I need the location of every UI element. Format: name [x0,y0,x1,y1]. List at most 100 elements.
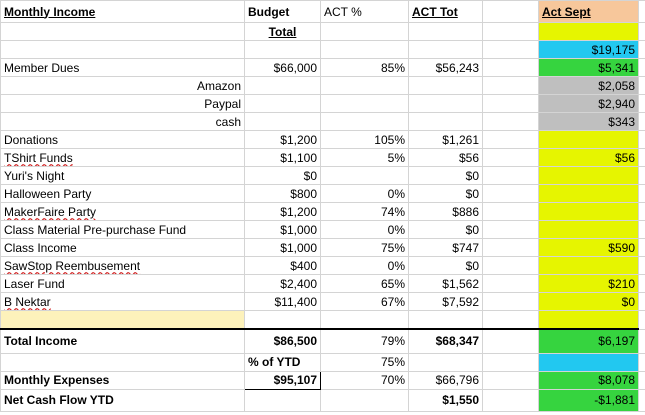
row-act-tot[interactable]: $0 [408,184,483,203]
row-act-pct[interactable]: 105% [320,130,409,149]
row-label[interactable]: B Nektar [0,292,245,311]
row-act-tot[interactable]: $56 [408,148,483,167]
cell-empty[interactable] [408,310,483,330]
cell-empty[interactable] [482,202,539,221]
row-label[interactable]: Donations [0,130,245,149]
cell-empty[interactable] [408,22,483,41]
header-act-pct[interactable]: ACT % [320,0,409,23]
cell-empty[interactable] [638,310,645,330]
cell-empty[interactable] [638,352,645,372]
row-act-pct[interactable]: 5% [320,148,409,167]
cell-empty[interactable] [244,310,321,330]
cell-empty[interactable] [482,292,539,311]
row-act-pct[interactable] [320,112,409,131]
expenses-label[interactable]: Monthly Expenses [0,370,245,390]
cell-empty[interactable] [638,94,645,113]
row-label[interactable]: TShirt Funds [0,148,245,167]
row-budget[interactable]: $1,200 [244,130,321,149]
cell-empty[interactable] [638,22,645,41]
row-budget[interactable]: $66,000 [244,58,321,77]
cell-empty[interactable] [320,388,409,412]
expenses-budget[interactable]: $95,107 [244,370,321,390]
cell-empty[interactable] [482,388,539,412]
expenses-sept[interactable]: $8,078 [538,370,639,390]
row-act-pct[interactable] [320,166,409,185]
row-act-sept[interactable]: $343 [538,112,639,131]
row-budget[interactable]: $11,400 [244,292,321,311]
row-budget[interactable]: $1,100 [244,148,321,167]
row-act-tot[interactable]: $0 [408,166,483,185]
row-act-sept[interactable] [538,220,639,239]
row-act-sept[interactable] [538,256,639,275]
row-act-pct[interactable]: 0% [320,220,409,239]
cell-empty[interactable] [320,40,409,59]
cell-empty[interactable] [638,292,645,311]
cell-empty[interactable] [638,58,645,77]
row-act-sept[interactable]: $2,940 [538,94,639,113]
row-act-sept[interactable] [538,184,639,203]
expenses-pct[interactable]: 70% [320,370,409,390]
row-act-pct[interactable]: 74% [320,202,409,221]
cell-empty[interactable] [482,328,539,354]
row-budget[interactable]: $400 [244,256,321,275]
row-label[interactable]: cash [0,112,245,131]
ytd-label[interactable]: % of YTD [244,352,321,372]
cell-empty[interactable] [638,148,645,167]
cell-empty[interactable] [482,256,539,275]
row-budget[interactable]: $0 [244,166,321,185]
cell-empty[interactable] [638,202,645,221]
top-sept-total[interactable]: $19,175 [538,40,639,59]
cell-empty[interactable] [482,40,539,59]
total-income-pct[interactable]: 79% [320,328,409,354]
row-budget[interactable]: $1,000 [244,238,321,257]
total-income-label[interactable]: Total Income [0,328,245,354]
cell-empty[interactable] [244,388,321,412]
row-act-pct[interactable]: 0% [320,256,409,275]
cell-empty[interactable] [482,22,539,41]
net-cash-flow-label[interactable]: Net Cash Flow YTD [0,388,245,412]
cell-empty[interactable] [638,112,645,131]
cell-empty[interactable] [482,94,539,113]
row-act-tot[interactable]: $886 [408,202,483,221]
total-income-sept[interactable]: $6,197 [538,328,639,354]
cell-empty[interactable] [320,310,409,330]
row-label[interactable]: Class Income [0,238,245,257]
row-label[interactable]: Yuri's Night [0,166,245,185]
cell-empty[interactable] [482,166,539,185]
cell-empty[interactable] [0,352,245,372]
row-act-tot[interactable]: $1,562 [408,274,483,293]
row-act-tot[interactable]: $0 [408,220,483,239]
expenses-tot[interactable]: $66,796 [408,370,483,390]
row-act-pct[interactable] [320,76,409,95]
row-act-tot[interactable]: $1,261 [408,130,483,149]
net-cash-flow-tot[interactable]: $1,550 [408,388,483,412]
row-act-tot[interactable] [408,94,483,113]
cell-empty[interactable] [408,352,483,372]
row-budget[interactable]: $1,200 [244,202,321,221]
row-act-pct[interactable]: 75% [320,238,409,257]
cell-empty[interactable] [482,352,539,372]
row-budget[interactable] [244,76,321,95]
cell-empty[interactable] [482,130,539,149]
cell-empty[interactable] [638,388,645,412]
cell-empty[interactable] [320,22,409,41]
row-act-tot[interactable]: $7,592 [408,292,483,311]
cell-empty[interactable] [638,370,645,390]
cell-empty[interactable] [638,238,645,257]
cell-empty[interactable] [638,220,645,239]
row-act-sept[interactable]: $0 [538,292,639,311]
row-label[interactable]: Laser Fund [0,274,245,293]
row-act-sept[interactable]: $5,341 [538,58,639,77]
cell-empty[interactable] [638,256,645,275]
selected-input-cell[interactable] [0,310,245,330]
row-act-sept[interactable] [538,202,639,221]
row-budget[interactable] [244,112,321,131]
cell-empty[interactable] [638,274,645,293]
row-label[interactable]: Paypal [0,94,245,113]
row-act-sept[interactable]: $210 [538,274,639,293]
row-budget[interactable]: $1,000 [244,220,321,239]
cell-empty[interactable] [482,58,539,77]
row-label[interactable]: Halloween Party [0,184,245,203]
cell-empty[interactable] [0,22,245,41]
cell-empty[interactable] [638,40,645,59]
